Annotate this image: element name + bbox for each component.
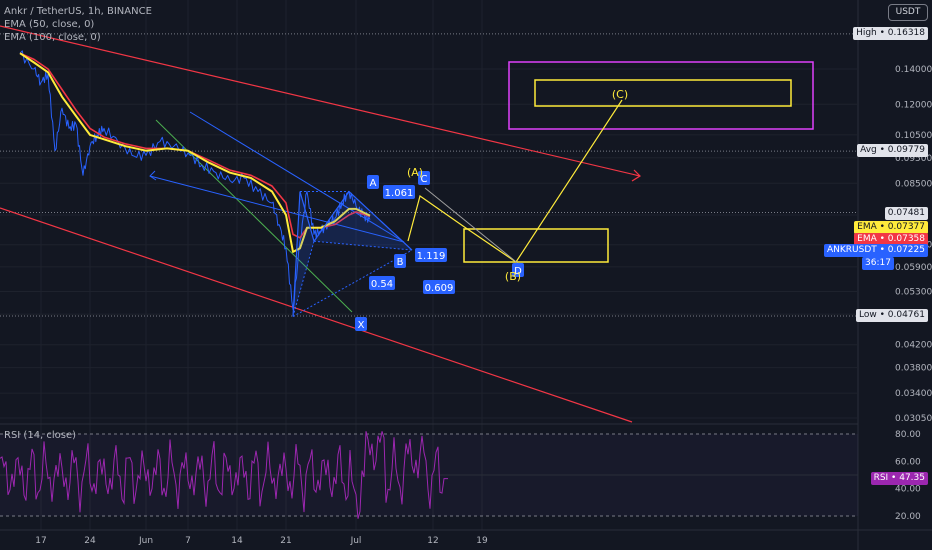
svg-text:0.609: 0.609 <box>425 283 454 294</box>
svg-text:X: X <box>358 320 365 331</box>
target-box-c <box>534 79 792 107</box>
rsi-value-tag: RSI • 47.35 <box>870 471 928 485</box>
symbol-title: Ankr / TetherUS, 1h, BINANCE <box>4 6 152 17</box>
time-tick-label: Jul <box>350 536 362 546</box>
ratio-xd-label: 0.609 <box>423 280 455 294</box>
svg-text:C: C <box>421 174 428 185</box>
ratio-bd-label: 1.119 <box>415 248 447 262</box>
low-price-tag: Low • 0.04761 <box>856 309 928 323</box>
wedge-arrow <box>149 170 157 181</box>
price-tick-label: 0.10500 <box>895 131 932 141</box>
price-tick-label: 0.14000 <box>895 65 932 75</box>
rsi-tick-label: 80.00 <box>895 430 921 440</box>
svg-text:A: A <box>370 178 377 189</box>
wave-c-channel <box>424 187 521 266</box>
target-outer-box <box>508 61 814 130</box>
price-tick-label: 0.04200 <box>895 341 932 351</box>
time-tick-label: 19 <box>476 536 488 546</box>
svg-text:D: D <box>514 266 522 277</box>
target-box-d <box>463 228 609 263</box>
last-price-tag: 0.07481 <box>884 207 928 220</box>
ratio-ac-label: 1.061 <box>383 185 415 199</box>
pattern-ratio-line <box>292 241 315 317</box>
svg-text:B: B <box>397 257 404 268</box>
point-b-label: B <box>394 254 406 268</box>
time-tick-label: 12 <box>427 536 438 546</box>
price-tick-label: 0.03050 <box>895 414 932 424</box>
price-tick-label: 0.12000 <box>895 100 932 110</box>
high-price-tag: High • 0.16318 <box>853 26 928 40</box>
time-tick-label: 7 <box>185 536 191 546</box>
bar-countdown: 36:17 <box>862 257 894 270</box>
point-a-label: A <box>367 175 379 189</box>
price-tick-label: 0.09500 <box>895 154 932 164</box>
time-tick-label: 14 <box>231 536 243 546</box>
rsi-tick-label: 40.00 <box>895 485 921 495</box>
blue-wedge-lower <box>149 175 405 243</box>
wave-b-label: (B) <box>505 270 521 283</box>
rsi-series <box>0 431 448 519</box>
wave-a-label: (A) <box>407 166 423 179</box>
point-c-label: C <box>418 171 430 185</box>
ema100-legend: EMA (100, close, 0) <box>4 32 101 43</box>
avg-price-tag: Avg • 0.09779 <box>857 144 928 158</box>
time-tick-label: 24 <box>84 536 96 546</box>
rsi-legend: RSI (14, close) <box>4 430 77 441</box>
ema50-price-tag: EMA • 0.07377 <box>854 221 928 234</box>
svg-text:1.119: 1.119 <box>417 251 446 262</box>
svg-text:1.061: 1.061 <box>385 188 414 199</box>
wave-projection <box>407 99 623 263</box>
rsi-tick-label: 20.00 <box>895 512 921 522</box>
time-tick-label: 21 <box>280 536 291 546</box>
point-d-label: D <box>512 263 524 277</box>
price-tick-label: 0.08500 <box>895 179 932 189</box>
price-tick-label: 0.05900 <box>895 263 932 273</box>
channel-upper <box>0 25 641 177</box>
wave-c-label: (C) <box>612 88 628 101</box>
pattern-ratio-line <box>292 249 413 317</box>
point-x-label: X <box>355 317 367 331</box>
ratio-ab-label: 0.54 <box>369 276 395 290</box>
pattern-bcd-fill <box>314 191 412 251</box>
symbol-price-tag: ANKRUSDT • 0.07225 <box>823 244 928 257</box>
channel-lower <box>0 207 633 423</box>
price-series <box>19 50 371 310</box>
time-tick-label: 17 <box>35 536 46 546</box>
svg-text:0.54: 0.54 <box>371 279 393 290</box>
currency-selector[interactable]: USDT <box>888 4 928 21</box>
rsi-tick-label: 60.00 <box>895 457 921 467</box>
ema100-price-tag: EMA • 0.07358 <box>854 233 928 246</box>
ema50-series <box>19 52 371 253</box>
channel-arrow <box>631 169 641 182</box>
ema50-legend: EMA (50, close, 0) <box>4 19 95 30</box>
price-tick-label: 0.03800 <box>895 364 932 374</box>
pattern-ratio-line <box>313 240 413 251</box>
price-tick-label: 0.05300 <box>895 287 932 297</box>
price-tick-label: 0.03400 <box>895 389 932 399</box>
time-tick-label: Jun <box>138 536 153 546</box>
